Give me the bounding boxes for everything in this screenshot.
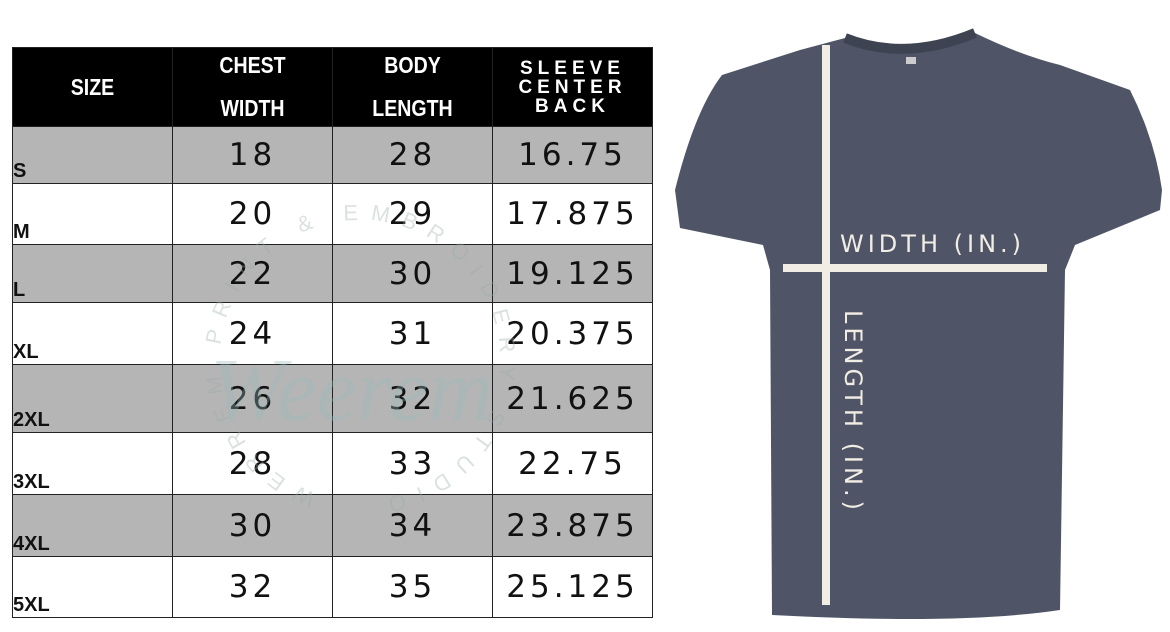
length-label: LENGTH (IN.) (839, 310, 867, 514)
cell-size: M (12, 183, 173, 245)
cell-sleeve: 20.375 (492, 302, 653, 365)
tag-icon (906, 57, 916, 64)
cell-body: 31 (332, 302, 493, 365)
cell-size: 4XL (12, 494, 173, 557)
header-size: SIZE (12, 47, 173, 127)
cell-chest: 22 (172, 244, 333, 303)
table-row: M 20 29 17.875 (12, 183, 653, 245)
length-measure-line (822, 45, 830, 605)
cell-size: 3XL (12, 432, 173, 495)
cell-chest: 30 (172, 494, 333, 557)
cell-chest: 26 (172, 364, 333, 433)
table-row: 4XL 30 34 23.875 (12, 494, 653, 557)
size-chart-table: SIZE CHEST WIDTH BODY LENGTH SLEEVE CENTER B… (12, 47, 653, 618)
header-line: CHEST (219, 52, 286, 78)
width-label: WIDTH (IN.) (840, 230, 1025, 258)
table-row: S 18 28 16.75 (12, 126, 653, 184)
header-row: SIZE CHEST WIDTH BODY LENGTH SLEEVE CENTER B… (12, 47, 653, 127)
cell-chest: 18 (172, 126, 333, 184)
width-measure-line (783, 264, 1047, 272)
cell-chest: 32 (172, 556, 333, 618)
table-row: XL 24 31 20.375 (12, 302, 653, 365)
cell-chest: 20 (172, 183, 333, 245)
cell-size: 2XL (12, 364, 173, 433)
cell-size: 5XL (12, 556, 173, 618)
cell-size: L (12, 244, 173, 303)
cell-body: 33 (332, 432, 493, 495)
table-row: L 22 30 19.125 (12, 244, 653, 303)
header-line: SLEEVE (520, 57, 625, 79)
header-body-length: BODY LENGTH (332, 47, 493, 127)
cell-sleeve: 19.125 (492, 244, 653, 303)
cell-sleeve: 16.75 (492, 126, 653, 184)
cell-sleeve: 22.75 (492, 432, 653, 495)
header-line: CENTER (518, 76, 627, 98)
table-row: 2XL 26 32 21.625 (12, 364, 653, 433)
tshirt-illustration: WIDTH (IN.) LENGTH (IN.) (675, 28, 1162, 619)
cell-body: 28 (332, 126, 493, 184)
table-row: 5XL 32 35 25.125 (12, 556, 653, 618)
tshirt-shape (675, 33, 1162, 619)
header-line: BODY (384, 52, 441, 78)
cell-sleeve: 25.125 (492, 556, 653, 618)
cell-sleeve: 23.875 (492, 494, 653, 557)
table-row: 3XL 28 33 22.75 (12, 432, 653, 495)
cell-body: 30 (332, 244, 493, 303)
header-line: LENGTH (372, 95, 453, 121)
cell-body: 34 (332, 494, 493, 557)
cell-body: 29 (332, 183, 493, 245)
header-line: WIDTH (220, 95, 285, 121)
cell-size: S (12, 126, 173, 184)
cell-body: 32 (332, 364, 493, 433)
header-chest-width: CHEST WIDTH (172, 47, 333, 127)
cell-chest: 28 (172, 432, 333, 495)
cell-sleeve: 21.625 (492, 364, 653, 433)
header-line: BACK (535, 95, 610, 117)
cell-sleeve: 17.875 (492, 183, 653, 245)
header-sleeve-center-back: SLEEVE CENTER BACK (492, 47, 653, 127)
cell-chest: 24 (172, 302, 333, 365)
cell-size: XL (12, 302, 173, 365)
cell-body: 35 (332, 556, 493, 618)
